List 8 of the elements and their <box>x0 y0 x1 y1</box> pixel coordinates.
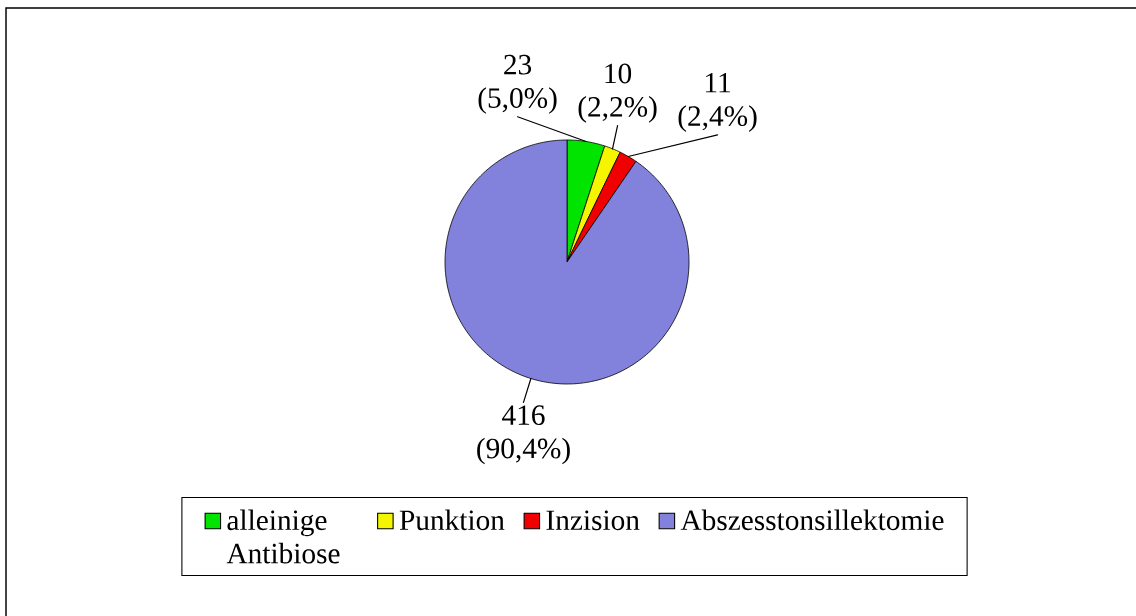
legend-label: Abszesstonsillektomie <box>680 509 944 531</box>
data-label: 23 (5,0%) <box>478 54 557 114</box>
legend-label: Punktion <box>399 509 505 531</box>
legend-label: alleinige Antibiose <box>226 509 340 564</box>
legend-label: Inzision <box>546 510 640 531</box>
data-label: 416 (90,4%) <box>477 405 570 465</box>
data-label: 11 (2,4%) <box>678 72 757 132</box>
data-label: 10 (2,2%) <box>578 63 657 123</box>
